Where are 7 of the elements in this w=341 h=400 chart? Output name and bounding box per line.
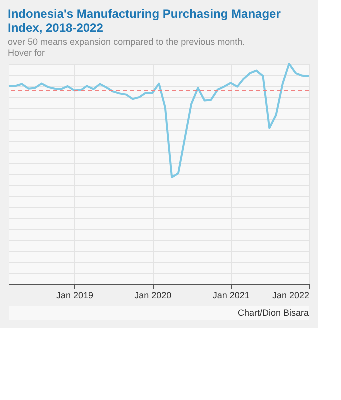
chart-title: Indonesia's Manufacturing Purchasing Manager Index, 2018-2022 xyxy=(8,7,282,35)
x-tick-label: Jan 2021 xyxy=(212,290,250,300)
chart-subtitle: over 50 means expansion compared to the previous month. Hover for xyxy=(8,37,246,58)
text: Chart/Dion Bisara xyxy=(238,308,309,318)
x-tick-label: Jan 2020 xyxy=(134,290,172,300)
x-tick-label: Jan 2022 xyxy=(272,290,310,300)
x-tick-label: Jan 2019 xyxy=(56,290,94,300)
